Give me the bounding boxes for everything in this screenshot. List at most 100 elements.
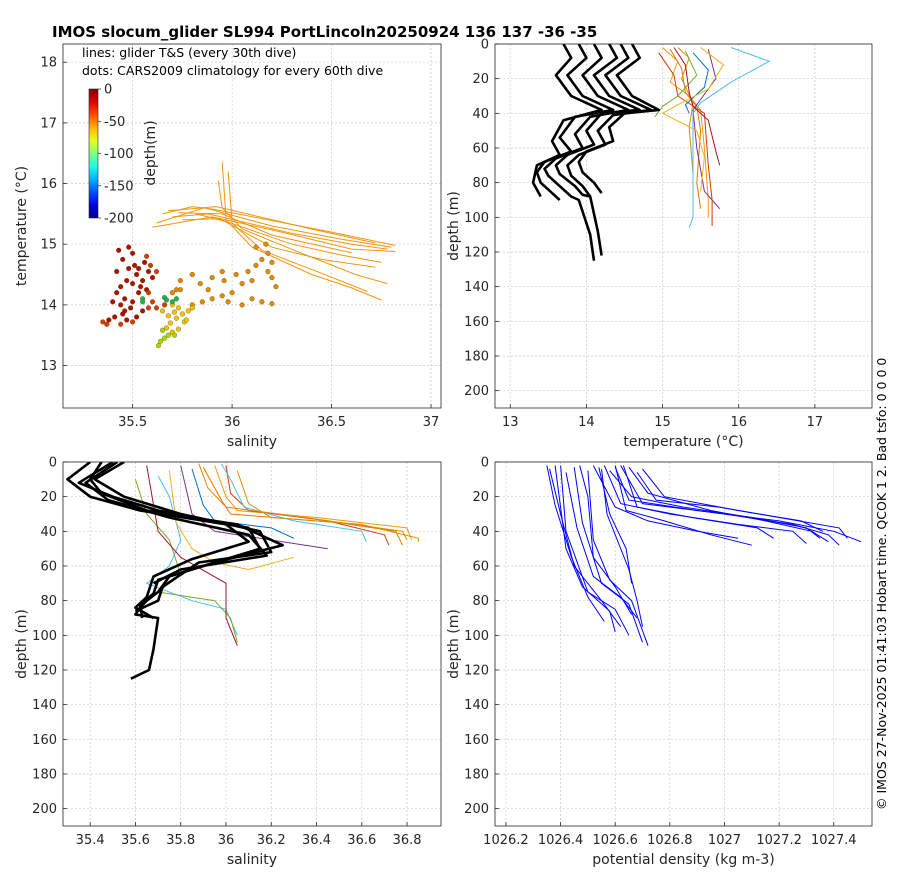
ts-glider-line [162, 206, 396, 246]
temp-ytick-label: 160 [464, 315, 489, 330]
ts-climatology-dot [138, 284, 144, 290]
density-profile-line [642, 468, 824, 532]
ts-climatology-dot [159, 308, 166, 314]
ts-climatology-dot [175, 326, 181, 332]
ts-climatology-dot [132, 262, 138, 268]
sal-climatology-profile-line [88, 462, 284, 680]
ts-climatology-dot [171, 332, 177, 338]
ts-climatology-dot [269, 259, 275, 265]
ts-glider-line [182, 218, 382, 263]
ts-climatology-dot [130, 299, 136, 305]
ts-climatology-dot [259, 256, 265, 262]
ts-climatology-dot [120, 256, 126, 262]
density-profile-line [620, 465, 840, 546]
ts-climatology-dot [189, 305, 195, 311]
ts-xtick-label: 36.5 [317, 415, 346, 430]
ts-climatology-dot [199, 299, 205, 305]
ts-climatology-dot [179, 311, 185, 317]
density-profile-line [554, 465, 616, 633]
ts-climatology-dot [205, 287, 211, 293]
ts-climatology-dot [173, 296, 179, 302]
sal-xtick-label: 36.8 [393, 833, 422, 848]
temp-axes-frame [494, 43, 873, 409]
temp-glider-profile-line [673, 47, 721, 166]
ts-climatology-dot [130, 281, 136, 287]
sal-xtick-label: 36.2 [257, 833, 286, 848]
colorbar-tick-label: -200 [104, 212, 134, 227]
sal-glider-profile-line [168, 470, 295, 571]
ts-climatology-dot [169, 299, 175, 305]
sal-axes-frame [62, 461, 442, 827]
sal-ytick-label: 200 [32, 802, 57, 817]
ts-climatology-dot [130, 250, 136, 256]
sal-ytick-label: 180 [32, 768, 57, 783]
temp-xtick-label: 14 [578, 415, 595, 430]
ts-climatology-dot [183, 317, 189, 323]
sal-ytick-label: 80 [40, 594, 57, 609]
ts-glider-line [227, 171, 368, 292]
density-profile-line [565, 472, 638, 619]
sal-glider-profile-line [198, 463, 408, 541]
ts-climatology-dot [126, 244, 132, 250]
dens-ytick-label: 100 [464, 629, 489, 644]
sal-ytick-label: 100 [32, 629, 57, 644]
temp-xaxis-label: temperature (°C) [623, 434, 743, 450]
temp-climatology-profile-line [531, 44, 603, 198]
ts-climatology-dot [229, 290, 235, 296]
ts-climatology-dot [124, 317, 130, 323]
density-profile-line [628, 466, 829, 543]
dens-ytick-label: 160 [464, 733, 489, 748]
dens-xtick-label: 1027 [708, 833, 741, 848]
ts-climatology-dot [140, 308, 146, 314]
ts-climatology-dot [145, 268, 152, 275]
ts-yaxis-label: temperature (°C) [14, 166, 30, 286]
temp-ytick-label: 120 [464, 246, 489, 261]
ts-climatology-dot [124, 278, 130, 284]
ts-climatology-dot [149, 299, 156, 305]
ts-climatology-dot [142, 259, 148, 265]
temp-yaxis-label: depth (m) [446, 191, 462, 261]
dens-ytick-label: 200 [464, 802, 489, 817]
temp-xtick-label: 17 [807, 415, 824, 430]
temp-ytick-label: 140 [464, 280, 489, 295]
ts-ytick-label: 14 [40, 298, 57, 313]
temp-glider-profile-line [669, 48, 702, 209]
ts-glider-line [221, 162, 382, 301]
ts-climatology-dot [155, 342, 162, 349]
ts-climatology-dot [114, 268, 120, 275]
sal-glider-profile-line [146, 465, 238, 646]
panels: 35.5 36 36.5 37 13 14 15 16 17 18 lines: glider T&… [14, 38, 873, 868]
sal-ytick-label: 60 [40, 560, 57, 575]
sal-panel: 35.4 35.6 35.8 36 36.2 36.4 36.6 36.8 0 20 40 60 80 1… [14, 456, 442, 868]
ts-climatology-dot [161, 302, 168, 308]
sal-xtick-label: 36.6 [347, 833, 376, 848]
dens-xtick-label: 1026.4 [538, 833, 584, 848]
temp-ytick-label: 20 [472, 72, 489, 87]
ts-glider-line [172, 213, 388, 250]
ts-ytick-label: 16 [40, 177, 57, 192]
temp-ytick-label: 200 [464, 384, 489, 399]
ts-climatology-dot [118, 321, 124, 327]
sal-xtick-label: 36 [218, 833, 235, 848]
ts-ytick-label: 15 [40, 238, 57, 253]
dens-ytick-label: 60 [472, 560, 489, 575]
dens-ytick-label: 40 [472, 525, 489, 540]
ts-climatology-dot [114, 290, 120, 296]
ts-climatology-dot [209, 275, 215, 281]
density-profile-line [560, 465, 630, 636]
sal-ytick-label: 20 [40, 490, 57, 505]
temp-glider-profile-line [684, 52, 709, 114]
temp-panel: 13 14 15 16 17 0 20 40 60 80 100 120 140 160 180 200 tem… [446, 38, 873, 450]
dens-xtick-label: 1026.8 [647, 833, 693, 848]
ts-climatology-dot [149, 275, 156, 281]
sal-xtick-label: 36.4 [302, 833, 331, 848]
ts-climatology-dot [171, 309, 177, 315]
dens-ytick-label: 120 [464, 664, 489, 679]
ts-climatology-dot [144, 253, 150, 259]
sal-yaxis-label: depth (m) [14, 609, 30, 679]
temp-xtick-label: 16 [730, 415, 747, 430]
ts-xtick-label: 36 [224, 415, 241, 430]
ts-climatology-dot [269, 275, 275, 281]
dens-yaxis-label: depth (m) [446, 609, 462, 679]
